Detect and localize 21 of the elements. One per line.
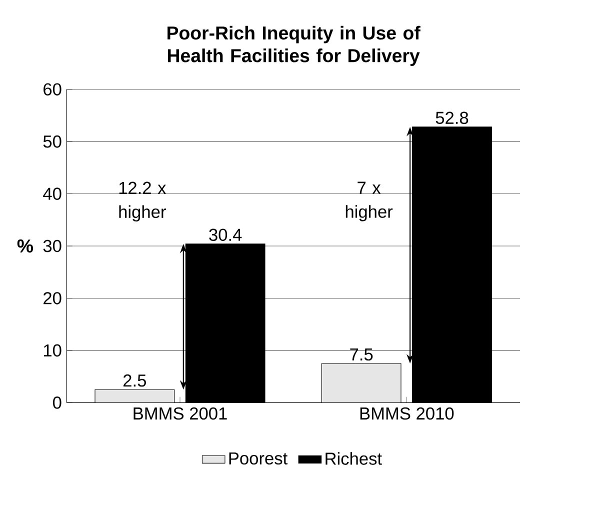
y-tick-label: 50 bbox=[43, 136, 62, 148]
data-label: 30.4 bbox=[209, 228, 242, 242]
x-tick-label: BMMS 2010 bbox=[360, 408, 454, 420]
y-tick-label: 10 bbox=[44, 344, 62, 357]
legend-label: Richest bbox=[326, 452, 382, 466]
y-tick-label: 0 bbox=[52, 396, 62, 409]
y-tick-label: 60 bbox=[44, 83, 62, 96]
y-axis-title: % bbox=[17, 240, 34, 253]
bar bbox=[94, 390, 175, 403]
data-label: 52.8 bbox=[436, 112, 468, 124]
chart-title: Poor-Rich Inequity in Use of Health Facilities for Delivery bbox=[168, 26, 420, 66]
annotation: 12.2 x higher bbox=[119, 182, 166, 222]
y-tick-label: 30 bbox=[43, 240, 62, 252]
x-tick-label: BMMS 2001 bbox=[134, 408, 227, 420]
annotation: 7 x higher bbox=[346, 182, 393, 222]
y-tick-label: 40 bbox=[43, 188, 62, 200]
y-tick-label: 20 bbox=[44, 292, 62, 305]
bar bbox=[321, 363, 402, 403]
data-label: 7.5 bbox=[350, 348, 373, 361]
legend-label: Poorest bbox=[229, 452, 288, 465]
data-label: 2.5 bbox=[124, 374, 146, 387]
